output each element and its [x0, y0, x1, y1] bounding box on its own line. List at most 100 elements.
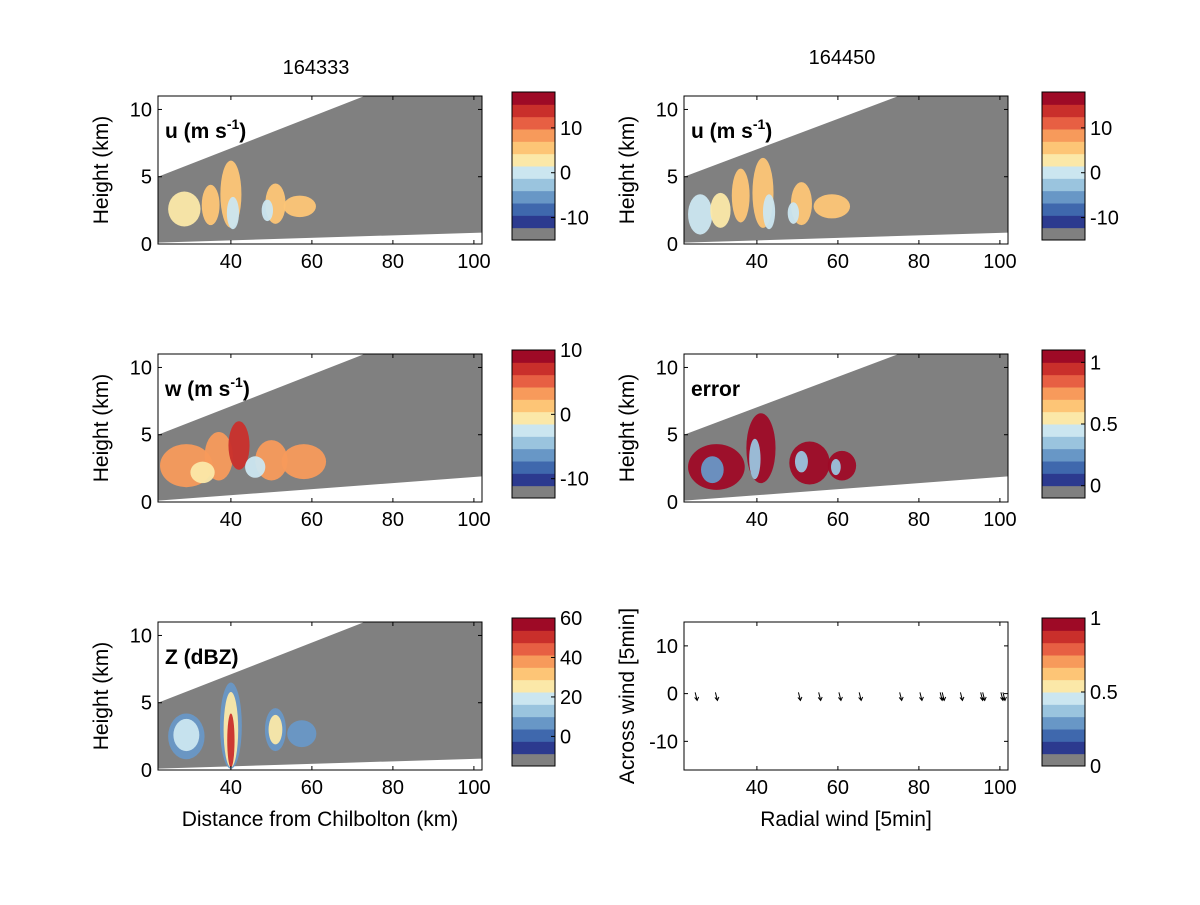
data-blob-2: [731, 168, 750, 223]
colorbar: 10.50: [1041, 349, 1118, 499]
y-tick-label: 0: [667, 684, 678, 706]
y-tick-label: 5: [667, 167, 678, 189]
axes-frame: [157, 95, 483, 245]
colorbar-tick-label: 0: [1090, 756, 1101, 778]
colorbar-tick-label: 0: [560, 404, 571, 426]
wind-arrow-0: [694, 692, 700, 702]
y-tick-label: 0: [667, 234, 678, 256]
wind-arrow-5: [858, 692, 864, 702]
axes-frame: [157, 621, 483, 771]
x-tick-label: 40: [746, 777, 768, 799]
colorbar-tick-label: 0: [1090, 476, 1101, 498]
wind-arrow-10: [959, 692, 965, 702]
colorbar-segment: [1042, 729, 1085, 742]
y-axis-label: Height (km): [90, 374, 113, 483]
colorbar-segment: [512, 350, 555, 363]
panel-annotation: w (m s-1): [164, 374, 250, 401]
colorbar-segment: [512, 461, 555, 474]
colorbar-segment: [512, 387, 555, 400]
data-blob-6: [245, 456, 266, 478]
colorbar-segment: [1042, 399, 1085, 413]
y-tick-label: 5: [667, 425, 678, 447]
x-tick-label: 40: [220, 777, 242, 799]
panel-annotation: u (m s-1): [691, 116, 772, 143]
x-tick-label: 80: [908, 251, 930, 273]
colorbar: 60 40 20 0: [511, 608, 582, 767]
colorbar-segment: [1042, 679, 1085, 693]
data-blob-4: [701, 456, 724, 484]
scan-domain: [158, 622, 482, 769]
y-tick-label: 5: [141, 693, 152, 715]
data-blob-0: [168, 191, 201, 227]
panel-annotation: Z (dBZ): [165, 646, 238, 669]
y-tick-label: 10: [656, 99, 678, 121]
data-blob-5: [749, 438, 761, 480]
colorbar: 10 0 -10: [1041, 91, 1119, 241]
colorbar-tick-label: -10: [560, 469, 589, 491]
data-blob-6: [261, 199, 274, 222]
colorbar-segment: [1042, 387, 1085, 400]
axes-frame: [683, 621, 1009, 771]
colorbar-frame: [1041, 91, 1086, 241]
colorbar-segment: [1042, 630, 1085, 644]
colorbar-tick-label: 0.5: [1090, 414, 1118, 436]
colorbar-tick-label: 20: [560, 687, 582, 709]
colorbar-segment: [512, 424, 555, 437]
colorbar-segment: [512, 129, 555, 142]
colorbar-segment: [512, 716, 555, 730]
colorbar-segment: [512, 753, 555, 767]
colorbar-segment: [1042, 461, 1085, 474]
colorbar-segment: [1042, 448, 1085, 462]
x-tick-label: 80: [382, 509, 404, 531]
y-tick-label: 10: [656, 636, 678, 658]
x-tick-label: 80: [908, 777, 930, 799]
colorbar-tick-label: -10: [560, 208, 589, 230]
colorbar-segment: [1042, 215, 1085, 229]
axes-frame: [157, 353, 483, 503]
colorbar-segment: [512, 679, 555, 693]
colorbar-segment: [1042, 704, 1085, 718]
colorbar-segment: [512, 399, 555, 413]
y-tick-label: 5: [141, 425, 152, 447]
colorbar-tick-label: 0: [1090, 163, 1101, 185]
x-tick-label: 80: [908, 509, 930, 531]
data-blob-1: [201, 184, 220, 226]
colorbar-tick-label: 1: [1090, 352, 1101, 374]
colorbar-segment: [1042, 141, 1085, 155]
wind-arrow-2: [797, 692, 803, 702]
colorbar-segment: [512, 630, 555, 644]
x-tick-label: 60: [827, 509, 849, 531]
colorbar-segment: [512, 116, 555, 130]
y-tick-label: 10: [656, 357, 678, 379]
x-axis-label: Radial wind [5min]: [760, 808, 932, 831]
colorbar-segment: [1042, 203, 1085, 216]
plot-area: [158, 622, 482, 769]
colorbar-segment: [1042, 667, 1085, 681]
x-tick-label: 60: [301, 777, 323, 799]
colorbar-tick-label: 40: [560, 647, 582, 669]
colorbar-segment: [1042, 618, 1085, 631]
axes-frame: [683, 353, 1009, 503]
x-tick-label: 100: [983, 509, 1016, 531]
y-axis-label: Across wind [5min]: [616, 608, 639, 784]
colorbar-tick-label: 10: [560, 118, 582, 140]
colorbar-segment: [512, 692, 555, 705]
x-tick-label: 60: [827, 251, 849, 273]
x-tick-label: 40: [220, 509, 242, 531]
colorbar-segment: [512, 178, 555, 192]
x-tick-label: 100: [457, 777, 490, 799]
wind-arrow-7: [919, 692, 924, 702]
colorbar-segment: [1042, 485, 1085, 499]
data-blob-5: [190, 461, 215, 484]
colorbar-tick-label: 0: [560, 163, 571, 185]
data-blob-7: [287, 720, 317, 748]
colorbar-segment: [1042, 753, 1085, 767]
wind-arrow-1: [714, 692, 720, 702]
y-tick-label: 5: [141, 167, 152, 189]
colorbar-segment: [1042, 741, 1085, 755]
colorbar: 10 0 -10: [511, 340, 589, 499]
y-axis-label: Height (km): [90, 116, 113, 225]
colorbar-segment: [1042, 424, 1085, 437]
